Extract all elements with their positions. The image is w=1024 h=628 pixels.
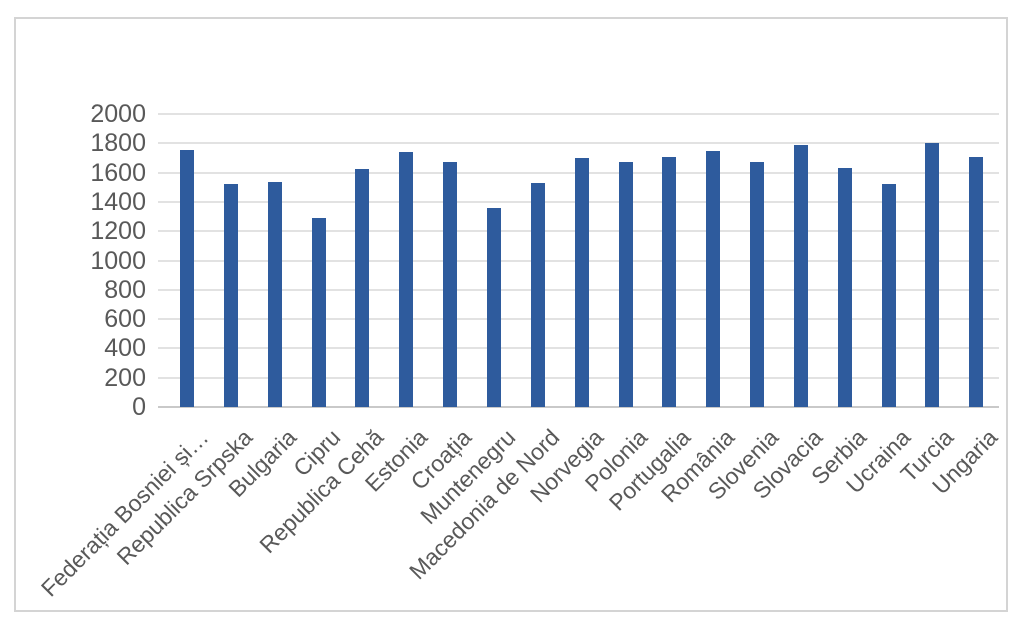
bar	[180, 149, 194, 407]
bar	[837, 168, 852, 407]
bar	[618, 161, 633, 407]
bar	[223, 184, 238, 407]
bar	[530, 182, 545, 407]
bar	[662, 157, 677, 407]
bar	[793, 144, 808, 407]
bar	[399, 152, 414, 407]
x-axis-line	[158, 406, 999, 408]
bar	[706, 150, 721, 407]
y-axis-tick-label: 1800	[90, 129, 146, 158]
y-axis-tick-label: 400	[104, 334, 146, 363]
bar	[750, 161, 765, 407]
y-axis-tick-label: 0	[132, 393, 146, 421]
bar	[881, 184, 896, 407]
bar	[443, 162, 458, 407]
y-axis-tick-label: 1600	[90, 158, 146, 187]
bar	[969, 157, 984, 407]
y-axis-tick-label: 600	[104, 305, 146, 334]
y-axis-tick-label: 200	[104, 363, 146, 392]
bar	[925, 142, 940, 407]
y-axis-tick-label: 1000	[90, 246, 146, 275]
y-axis-tick-label: 800	[104, 275, 146, 304]
bar	[267, 182, 282, 407]
y-axis-tick-label: 1400	[90, 187, 146, 216]
bar	[574, 157, 589, 407]
y-axis-tick-label: 2000	[90, 100, 146, 128]
y-axis-tick-label: 1200	[90, 217, 146, 246]
bar	[355, 168, 370, 407]
bar	[486, 207, 501, 407]
bar	[311, 218, 326, 407]
